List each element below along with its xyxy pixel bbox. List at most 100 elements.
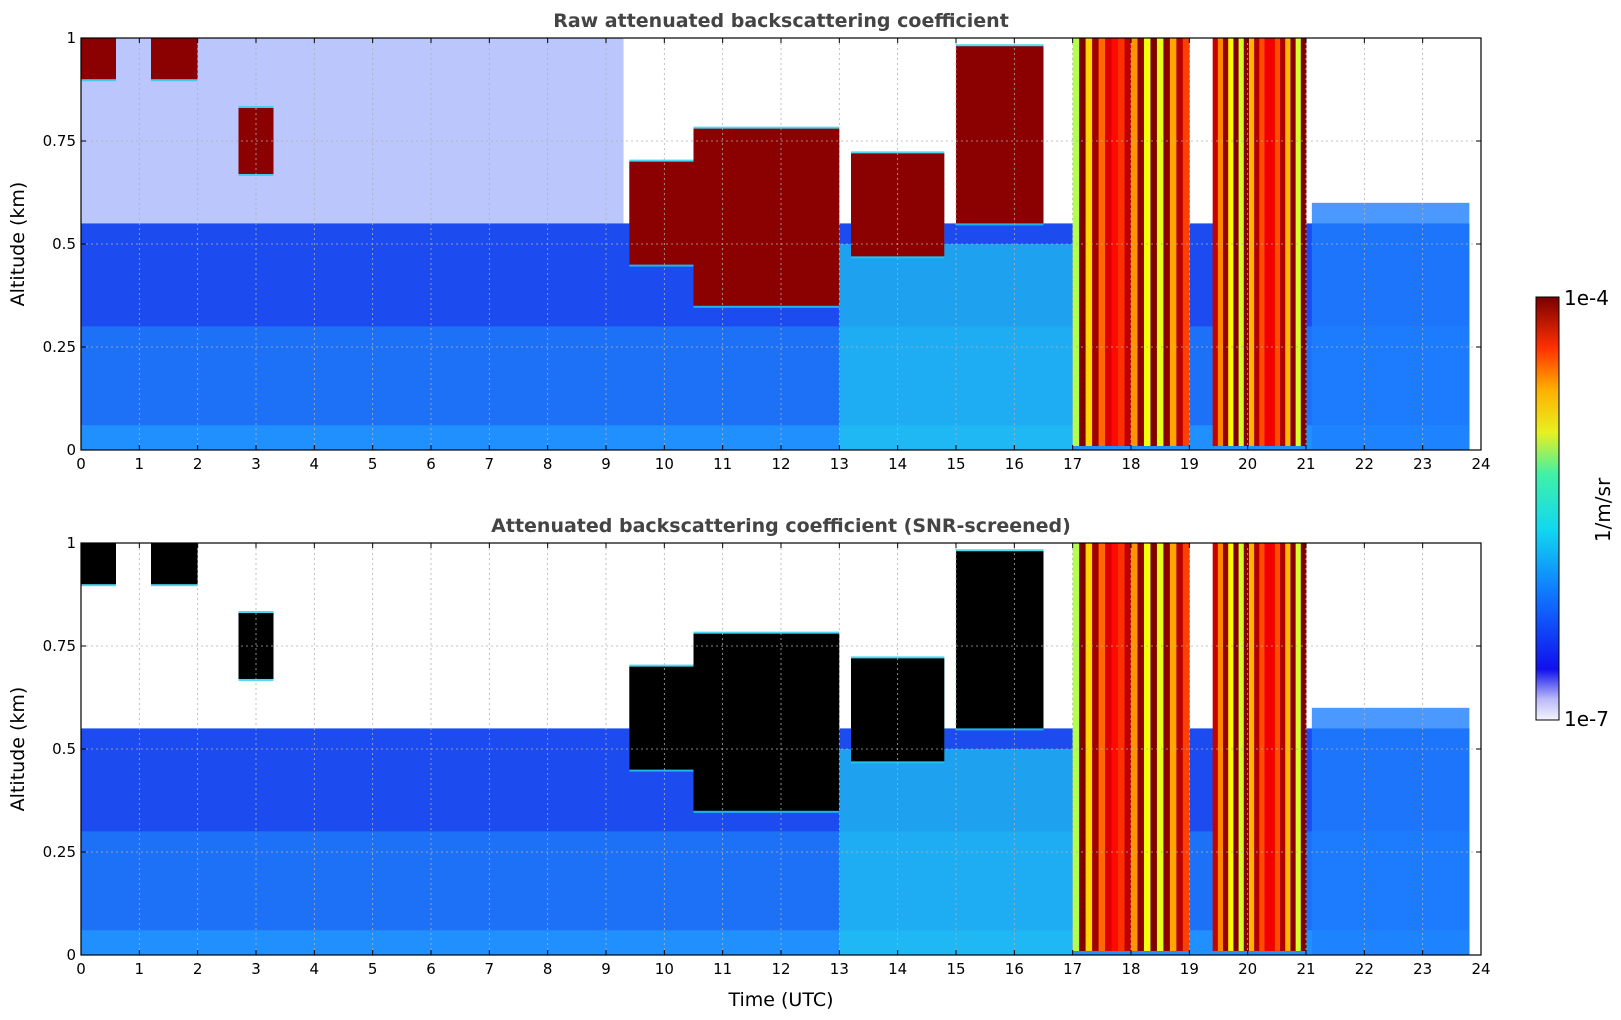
precip-streak: [1092, 38, 1100, 446]
x-tick-label: 19: [1180, 960, 1199, 978]
precip-streak: [1300, 543, 1307, 951]
y-axis-label: Altitude (km): [7, 182, 29, 307]
precip-streak: [1163, 543, 1171, 951]
x-tick-label: 21: [1296, 455, 1315, 473]
y-tick-label: 0.5: [52, 740, 76, 758]
x-tick-label: 7: [485, 960, 495, 978]
precip-streak: [1295, 543, 1302, 951]
x-tick-label: 1: [135, 960, 145, 978]
y-tick-label: 0: [66, 441, 76, 459]
colorbar-unit-label: 1/m/sr: [1591, 477, 1615, 542]
cloud-layer: [956, 551, 1044, 729]
x-tick-label: 8: [543, 455, 553, 473]
precip-streak: [1150, 38, 1158, 446]
precip-streak: [1079, 543, 1087, 951]
precip-streak: [1124, 543, 1132, 951]
cloud-layer: [629, 161, 694, 265]
x-tick-label: 6: [426, 455, 436, 473]
cloud-layer: [81, 38, 116, 80]
x-tick-label: 18: [1121, 960, 1140, 978]
x-axis-label: Time (UTC): [727, 989, 833, 1011]
colorbar-max-label: 1e-4: [1564, 286, 1609, 310]
grid: [81, 38, 1481, 450]
x-tick-label: 23: [1413, 455, 1432, 473]
precip-streak: [1269, 38, 1276, 446]
ticks: 0 1 2 3 4 5 6 7 8 9 10 11 12 13 14 15 16 17 18 19 20 21 22 23 24…: [43, 534, 1491, 978]
x-tick-label: 1: [135, 455, 145, 473]
x-tick-label: 21: [1296, 960, 1315, 978]
x-tick-label: 11: [713, 960, 732, 978]
precip-streak: [1143, 38, 1151, 446]
cloud-layer: [81, 543, 116, 585]
evening-layer: [1311, 202, 1470, 450]
precip-streak: [1233, 38, 1240, 446]
precip-streak: [1163, 38, 1171, 446]
precip-streak: [1243, 543, 1250, 951]
precip-streak: [1248, 38, 1255, 446]
precip-streak: [1259, 38, 1266, 446]
precip-streak: [1228, 543, 1234, 951]
precip-streak: [1111, 38, 1119, 446]
precip-streak: [1300, 38, 1307, 446]
panel-title: Attenuated backscattering coefficient (S…: [491, 515, 1071, 537]
x-tick-label: 24: [1471, 960, 1490, 978]
colorbar-min-label: 1e-7: [1564, 707, 1609, 731]
x-tick-label: 3: [251, 455, 261, 473]
precip-streak: [1259, 543, 1266, 951]
x-tick-label: 8: [543, 960, 553, 978]
x-tick-label: 14: [888, 455, 907, 473]
precip-streak: [1098, 543, 1106, 951]
y-tick-label: 0.25: [43, 843, 76, 861]
precip-streak: [1079, 38, 1087, 446]
precip-streak: [1111, 543, 1119, 951]
x-tick-label: 24: [1471, 455, 1490, 473]
cloud-layer: [956, 46, 1044, 224]
precip-streak: [1176, 38, 1184, 446]
x-tick-label: 11: [713, 455, 732, 473]
cloud-layer: [629, 666, 694, 770]
precip-streak: [1150, 543, 1158, 951]
precip-streak: [1254, 38, 1260, 446]
ticks: 0 1 2 3 4 5 6 7 8 9 10 11 12 13 14 15 16 17 18 19 20 21 22 23 24…: [43, 29, 1491, 473]
x-tick-label: 0: [76, 960, 86, 978]
x-tick-label: 12: [771, 455, 790, 473]
precip-streak: [1217, 543, 1224, 951]
x-tick-label: 22: [1355, 960, 1374, 978]
precip-streak: [1285, 38, 1291, 446]
evening-layer: [1311, 707, 1470, 955]
x-tick-label: 2: [193, 960, 203, 978]
precip-streak: [1072, 38, 1080, 446]
precip-streak: [1269, 543, 1276, 951]
x-tick-label: 6: [426, 960, 436, 978]
precip-streak: [1072, 543, 1080, 951]
y-tick-label: 0.5: [52, 235, 76, 253]
x-tick-label: 9: [601, 960, 611, 978]
precip-streak: [1137, 543, 1145, 951]
precip-streak: [1105, 38, 1113, 446]
precip-streak: [1118, 543, 1126, 951]
precip-streak: [1295, 38, 1302, 446]
precip-streak: [1243, 38, 1250, 446]
heatmap-area: [81, 543, 1481, 955]
precip-streak: [1228, 38, 1234, 446]
precip-streak: [1169, 543, 1177, 951]
y-tick-label: 0.25: [43, 338, 76, 356]
x-tick-label: 4: [310, 455, 320, 473]
heatmap-area: [81, 38, 1481, 450]
y-tick-label: 0.75: [43, 637, 76, 655]
precip-streak: [1233, 543, 1240, 951]
x-tick-label: 16: [1005, 960, 1024, 978]
x-tick-label: 19: [1180, 455, 1199, 473]
precip-streak: [1131, 543, 1138, 951]
raw-backscatter-panel: Raw attenuated backscattering coefficien…: [7, 10, 1491, 473]
x-tick-label: 20: [1238, 455, 1257, 473]
precip-streak: [1212, 543, 1219, 951]
precip-streak: [1098, 38, 1106, 446]
precip-streak: [1274, 543, 1281, 951]
y-tick-label: 1: [66, 534, 76, 552]
precip-streak: [1105, 543, 1113, 951]
x-tick-label: 15: [946, 455, 965, 473]
precip-streak: [1085, 38, 1093, 446]
x-tick-label: 22: [1355, 455, 1374, 473]
